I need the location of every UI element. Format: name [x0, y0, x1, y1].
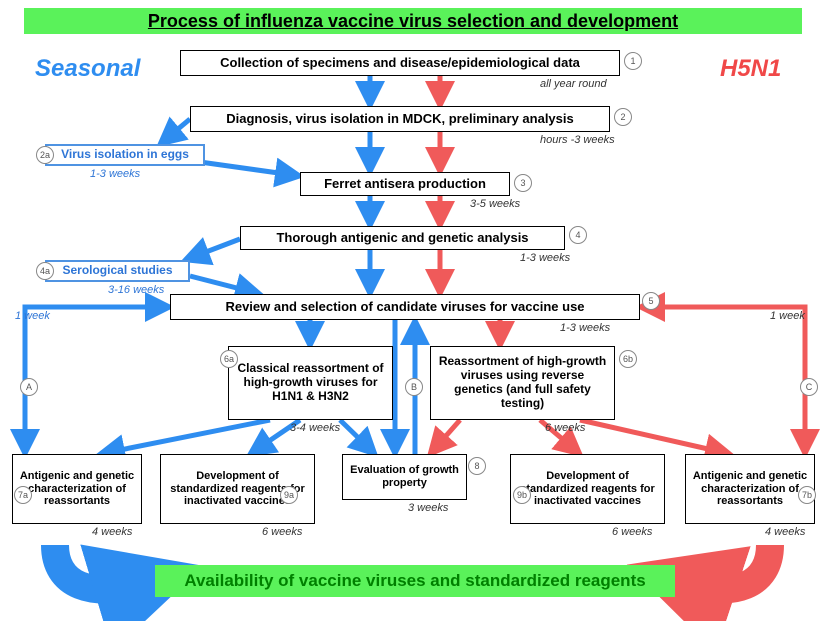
timing-7: 1 week [15, 310, 50, 322]
timing-8: 1 week [770, 310, 805, 322]
node-n6a: Classical reassortment of high-growth vi… [228, 346, 393, 420]
step-badge-7b: 7b [798, 486, 816, 504]
timing-0: all year round [540, 78, 607, 90]
step-badge-C: C [800, 378, 818, 396]
timing-3: 3-5 weeks [470, 198, 520, 210]
node-n5: Review and selection of candidate viruse… [170, 294, 640, 320]
timing-14: 6 weeks [612, 526, 652, 538]
node-n2: Diagnosis, virus isolation in MDCK, prel… [190, 106, 610, 132]
step-badge-A: A [20, 378, 38, 396]
timing-6: 1-3 weeks [560, 322, 610, 334]
step-badge-6b: 6b [619, 350, 637, 368]
node-n9b: Development of standardized reagents for… [510, 454, 665, 524]
node-n1: Collection of specimens and disease/epid… [180, 50, 620, 76]
step-badge-4: 4 [569, 226, 587, 244]
node-n6b: Reassortment of high-growth viruses usin… [430, 346, 615, 420]
curved-arrow-1 [680, 545, 770, 590]
step-badge-9b: 9b [513, 486, 531, 504]
timing-10: 6 weeks [545, 422, 585, 434]
step-badge-6a: 6a [220, 350, 238, 368]
step-badge-8: 8 [468, 457, 486, 475]
diagram-title: Process of influenza vaccine virus selec… [24, 8, 802, 34]
step-badge-3: 3 [514, 174, 532, 192]
step-badge-4a: 4a [36, 262, 54, 280]
step-badge-B: B [405, 378, 423, 396]
step-badge-2a: 2a [36, 146, 54, 164]
node-n3: Ferret antisera production [300, 172, 510, 196]
node-n7b: Antigenic and genetic characterization o… [685, 454, 815, 524]
timing-11: 4 weeks [92, 526, 132, 538]
timing-1: hours -3 weeks [540, 134, 615, 146]
step-badge-5: 5 [642, 292, 660, 310]
step-badge-7a: 7a [14, 486, 32, 504]
step-badge-9a: 9a [280, 486, 298, 504]
timing-15: 4 weeks [765, 526, 805, 538]
node-n2a: Virus isolation in eggs [45, 144, 205, 166]
node-n4a: Serological studies [45, 260, 190, 282]
step-badge-1: 1 [624, 52, 642, 70]
timing-4: 1-3 weeks [520, 252, 570, 264]
step-badge-2: 2 [614, 108, 632, 126]
timing-5: 3-16 weeks [108, 284, 164, 296]
final-availability-bar: Availability of vaccine viruses and stan… [155, 565, 675, 597]
timing-9: 3-4 weeks [290, 422, 340, 434]
node-n7a: Antigenic and genetic characterization o… [12, 454, 142, 524]
flowchart-canvas: Process of influenza vaccine virus selec… [0, 0, 826, 621]
node-n4: Thorough antigenic and genetic analysis [240, 226, 565, 250]
curved-arrow-0 [55, 545, 150, 590]
node-n8: Evaluation of growth property [342, 454, 467, 500]
track-label-seasonal: Seasonal [35, 55, 140, 83]
timing-12: 6 weeks [262, 526, 302, 538]
timing-2: 1-3 weeks [90, 168, 140, 180]
track-label-h5n1: H5N1 [720, 55, 781, 83]
timing-13: 3 weeks [408, 502, 448, 514]
